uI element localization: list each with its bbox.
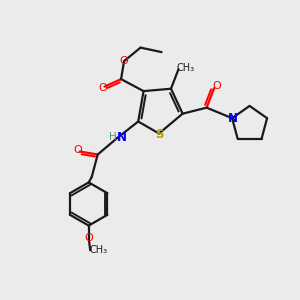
Text: O: O [73,145,82,155]
Text: O: O [99,83,107,93]
Text: N: N [228,112,238,125]
Text: S: S [155,128,163,142]
Text: O: O [84,233,93,243]
Text: CH₃: CH₃ [90,245,108,255]
Text: O: O [213,81,221,91]
Text: H: H [109,132,116,142]
Text: CH₃: CH₃ [176,63,194,73]
Text: N: N [116,130,126,144]
Text: O: O [119,56,128,65]
